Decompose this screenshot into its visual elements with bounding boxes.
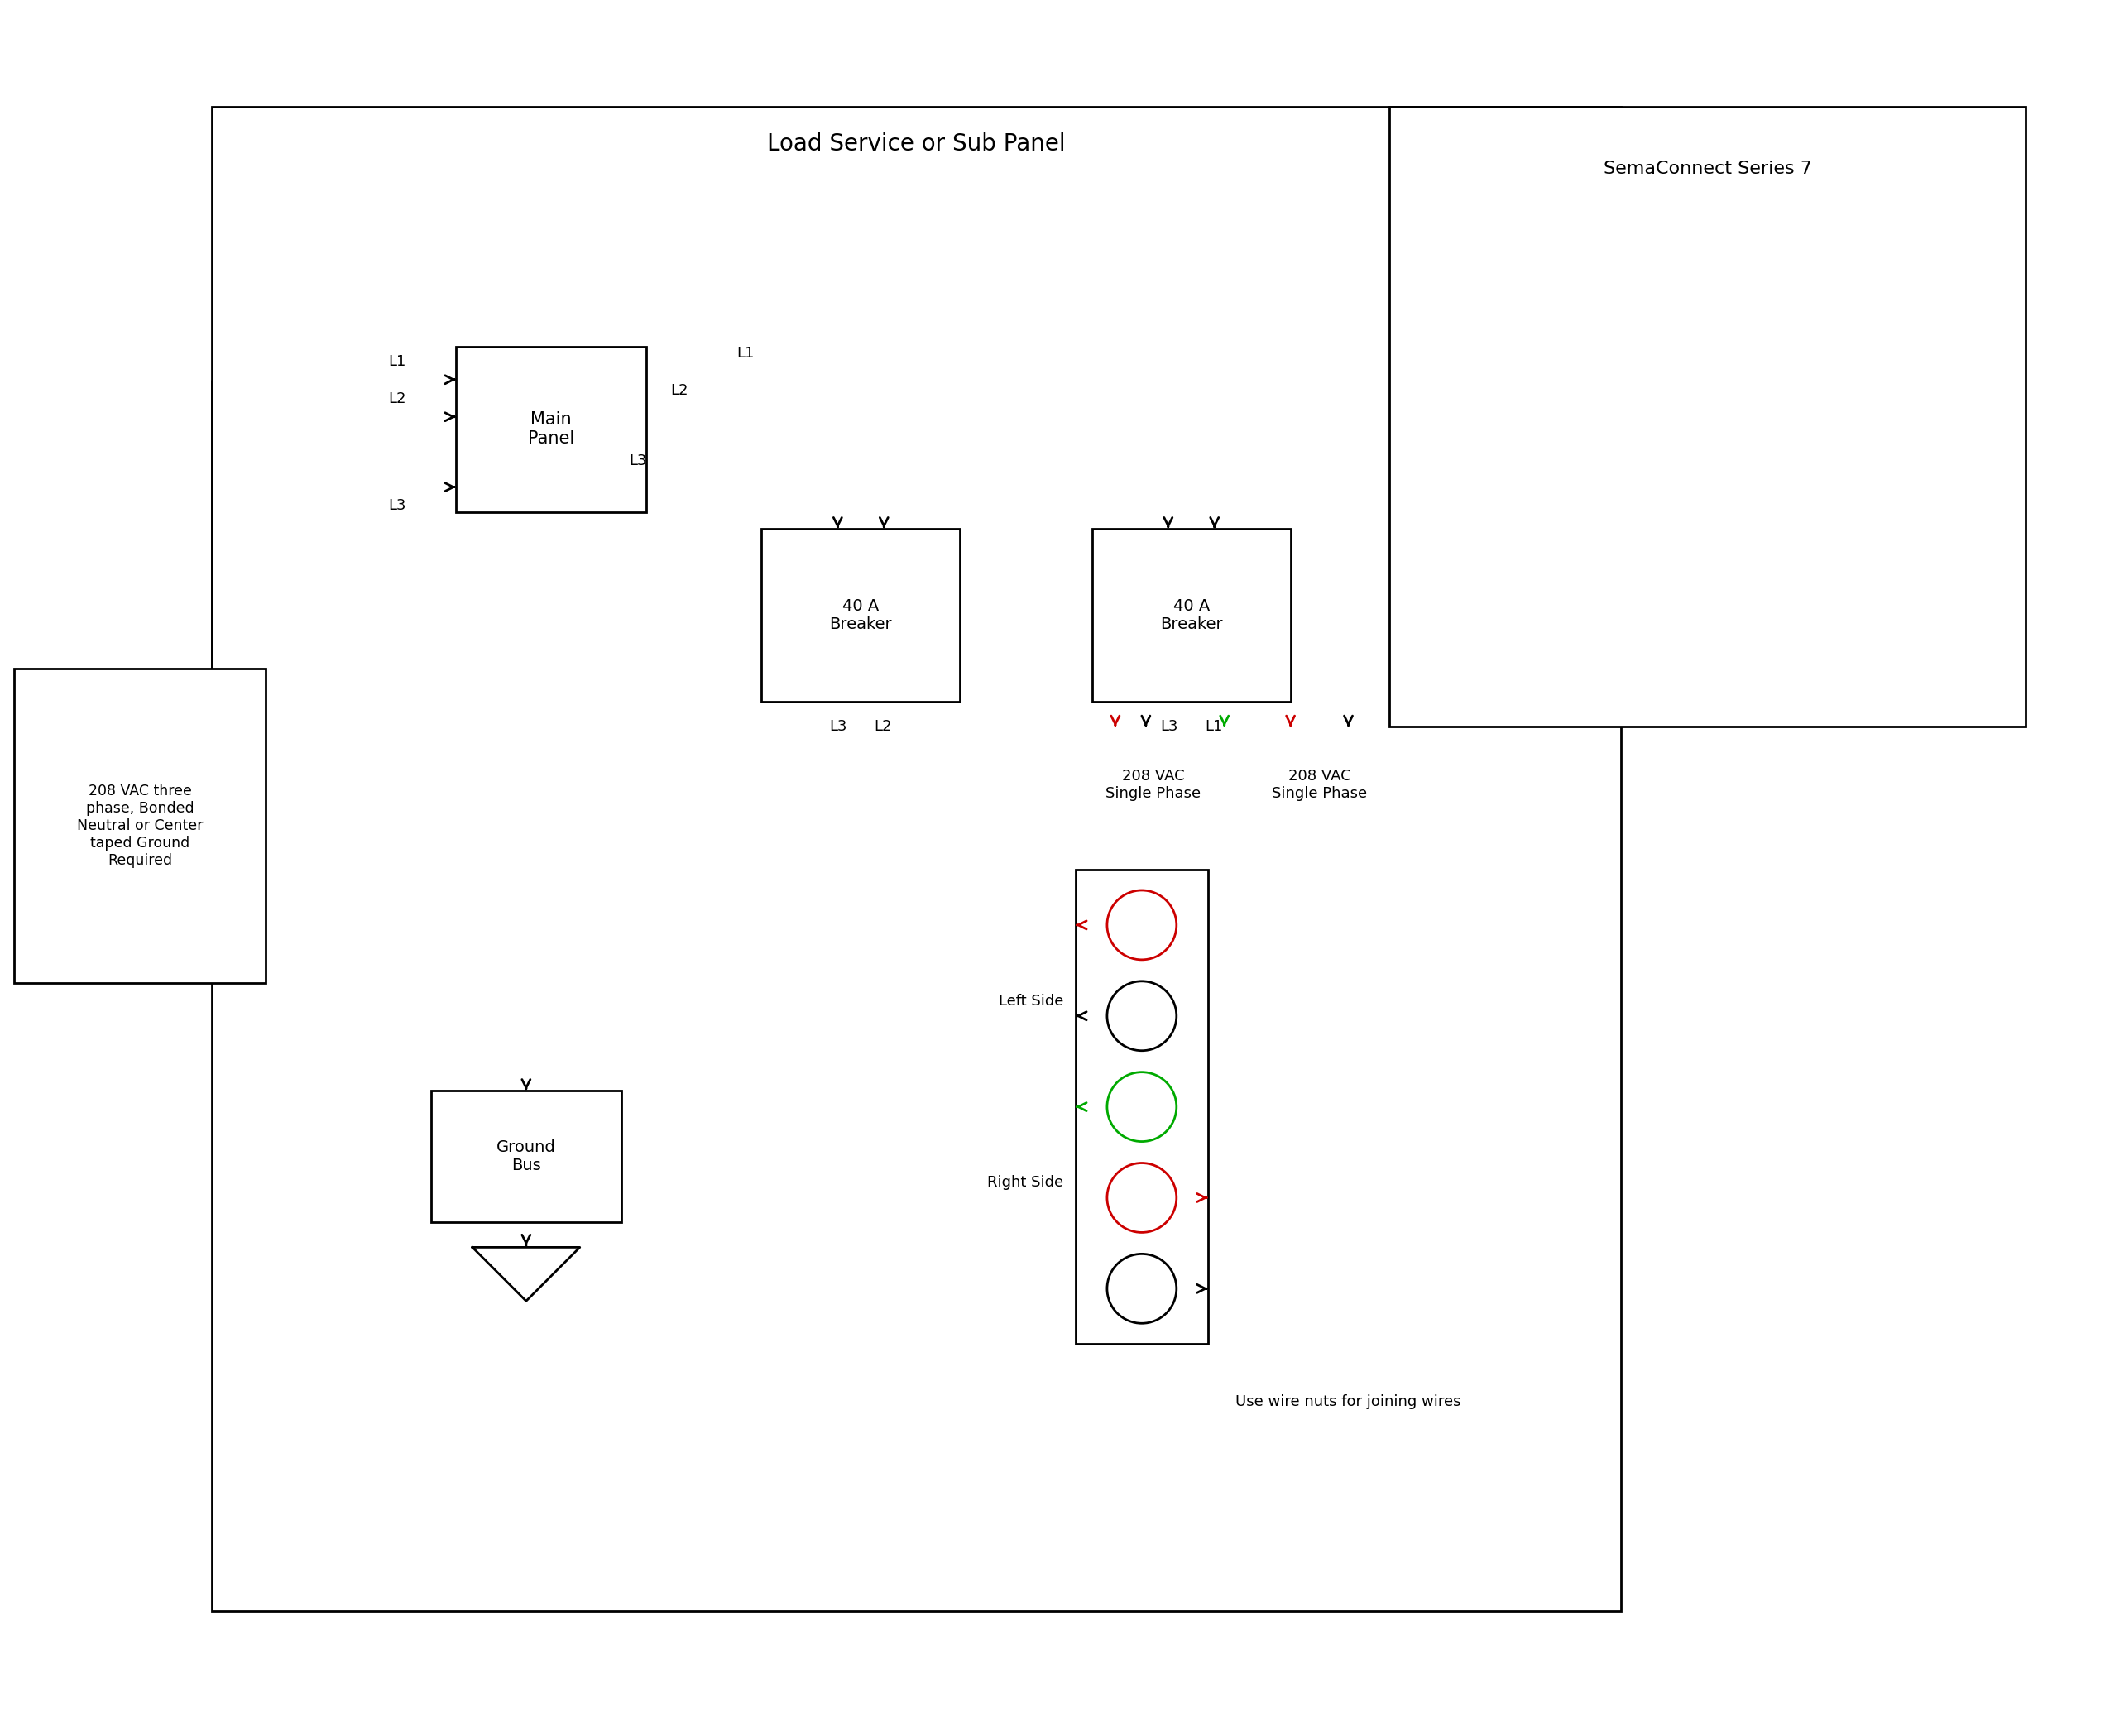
Text: 208 VAC
Single Phase: 208 VAC Single Phase: [1272, 769, 1367, 800]
Text: L3: L3: [629, 453, 646, 469]
Bar: [762, 528, 960, 701]
Text: L1: L1: [736, 345, 753, 361]
Text: L2: L2: [874, 719, 893, 734]
Text: L3: L3: [1160, 719, 1177, 734]
Bar: [15, 668, 266, 983]
Text: L3: L3: [829, 719, 848, 734]
Bar: [430, 1090, 620, 1222]
Text: Ground
Bus: Ground Bus: [496, 1139, 555, 1174]
Text: 208 VAC three
phase, Bonded
Neutral or Center
taped Ground
Required: 208 VAC three phase, Bonded Neutral or C…: [76, 785, 203, 868]
Text: Main
Panel: Main Panel: [528, 411, 574, 448]
Text: L3: L3: [388, 498, 407, 512]
Text: SemaConnect Series 7: SemaConnect Series 7: [1604, 161, 1812, 177]
Text: 40 A
Breaker: 40 A Breaker: [1160, 599, 1222, 632]
Text: Use wire nuts for joining wires: Use wire nuts for joining wires: [1236, 1394, 1460, 1410]
Bar: [1390, 108, 2026, 727]
Bar: [1093, 528, 1291, 701]
Text: Load Service or Sub Panel: Load Service or Sub Panel: [768, 132, 1066, 156]
Text: L2: L2: [388, 391, 407, 406]
Text: 208 VAC
Single Phase: 208 VAC Single Phase: [1106, 769, 1201, 800]
Bar: [456, 347, 646, 512]
Bar: [1076, 870, 1207, 1344]
Text: L2: L2: [671, 384, 688, 398]
Text: L1: L1: [388, 354, 407, 368]
Text: Left Side: Left Side: [998, 993, 1063, 1009]
Text: Right Side: Right Side: [987, 1175, 1063, 1191]
Text: 40 A
Breaker: 40 A Breaker: [829, 599, 893, 632]
Bar: [213, 108, 1620, 1611]
Text: L1: L1: [1205, 719, 1222, 734]
